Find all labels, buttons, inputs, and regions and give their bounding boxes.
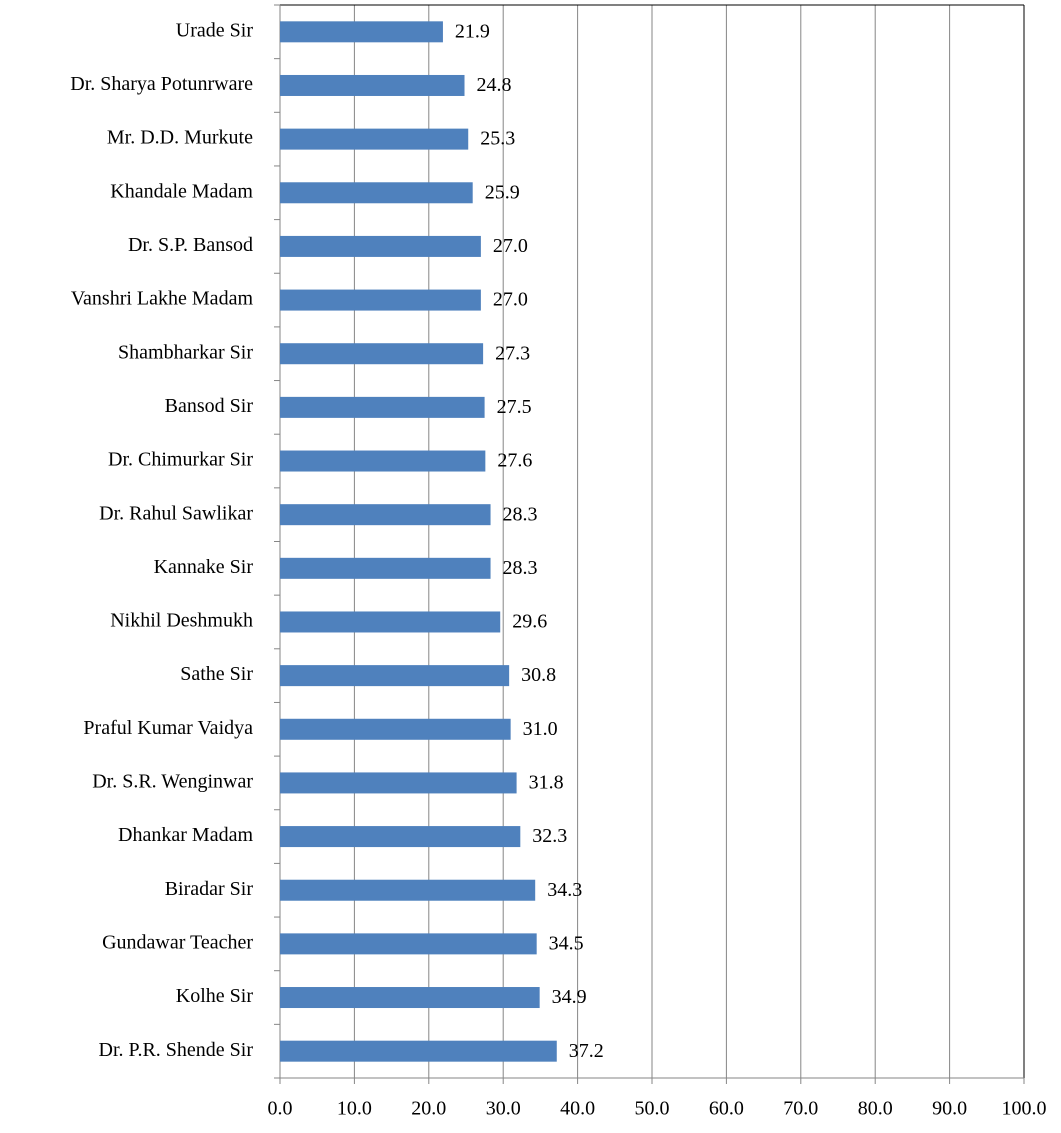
bar — [280, 718, 511, 740]
y-tick-label: Kolhe Sir — [176, 985, 254, 1007]
bar — [280, 772, 517, 794]
y-tick-label: Dr. Rahul Sawlikar — [99, 502, 253, 524]
data-label: 34.5 — [549, 932, 584, 954]
y-tick-label: Shambharkar Sir — [118, 341, 253, 363]
bar — [280, 879, 536, 901]
data-label: 27.0 — [493, 235, 528, 257]
bar — [280, 557, 491, 579]
data-label: 21.9 — [455, 20, 490, 42]
y-tick-label: Dr. S.R. Wenginwar — [92, 771, 253, 793]
data-label: 30.8 — [521, 664, 556, 686]
y-tick-label: Gundawar Teacher — [102, 931, 253, 953]
data-label: 27.3 — [495, 342, 530, 364]
data-label: 34.3 — [547, 879, 582, 901]
data-label: 24.8 — [477, 74, 512, 96]
bar — [280, 665, 510, 687]
y-tick-label: Dhankar Madam — [118, 824, 253, 846]
data-label: 27.6 — [497, 450, 532, 472]
x-tick-label: 100.0 — [1002, 1098, 1047, 1120]
data-label: 27.5 — [497, 396, 532, 418]
x-tick-label: 10.0 — [337, 1098, 372, 1120]
y-tick-label: Nikhil Deshmukh — [110, 610, 253, 632]
y-tick-label: Vanshri Lakhe Madam — [71, 288, 254, 310]
y-tick-label: Biradar Sir — [165, 878, 254, 900]
x-tick-label: 40.0 — [560, 1098, 595, 1120]
data-label: 37.2 — [569, 1040, 604, 1062]
bar — [280, 396, 485, 418]
y-tick-label: Dr. Sharya Potunrware — [70, 73, 253, 95]
x-tick-label: 0.0 — [268, 1098, 293, 1120]
y-tick-label: Sathe Sir — [180, 663, 253, 685]
data-label: 31.8 — [529, 772, 564, 794]
bar — [280, 933, 537, 955]
data-label: 25.3 — [480, 128, 515, 150]
bar — [280, 450, 486, 472]
y-tick-label: Mr. D.D. Murkute — [107, 127, 253, 149]
bar — [280, 987, 540, 1009]
x-tick-label: 80.0 — [858, 1098, 893, 1120]
data-label: 34.9 — [552, 986, 587, 1008]
data-label: 28.3 — [503, 503, 538, 525]
data-label: 31.0 — [523, 718, 558, 740]
y-tick-label: Khandale Madam — [110, 180, 253, 202]
data-label: 32.3 — [532, 825, 567, 847]
y-tick-label: Kannake Sir — [154, 556, 254, 578]
data-label: 27.0 — [493, 289, 528, 311]
bar — [280, 826, 521, 848]
x-tick-label: 60.0 — [709, 1098, 744, 1120]
bar — [280, 128, 469, 150]
y-tick-label: Dr. Chimurkar Sir — [108, 449, 253, 471]
x-tick-label: 20.0 — [411, 1098, 446, 1120]
data-label: 29.6 — [512, 611, 547, 633]
bar — [280, 611, 501, 633]
x-tick-label: 30.0 — [486, 1098, 521, 1120]
y-tick-label: Bansod Sir — [165, 395, 254, 417]
bar — [280, 504, 491, 526]
y-tick-label: Dr. P.R. Shende Sir — [99, 1039, 254, 1061]
bar — [280, 289, 481, 311]
data-label: 28.3 — [503, 557, 538, 579]
bar — [280, 182, 473, 204]
y-tick-label: Urade Sir — [176, 19, 254, 41]
y-tick-label: Dr. S.P. Bansod — [128, 234, 253, 256]
y-tick-label: Praful Kumar Vaidya — [83, 717, 253, 739]
bar — [280, 1040, 557, 1062]
x-tick-label: 70.0 — [783, 1098, 818, 1120]
x-tick-label: 90.0 — [932, 1098, 967, 1120]
x-tick-label: 50.0 — [635, 1098, 670, 1120]
data-label: 25.9 — [485, 181, 520, 203]
bar — [280, 74, 465, 96]
bar — [280, 235, 481, 257]
bar — [280, 21, 443, 43]
bar — [280, 343, 484, 365]
